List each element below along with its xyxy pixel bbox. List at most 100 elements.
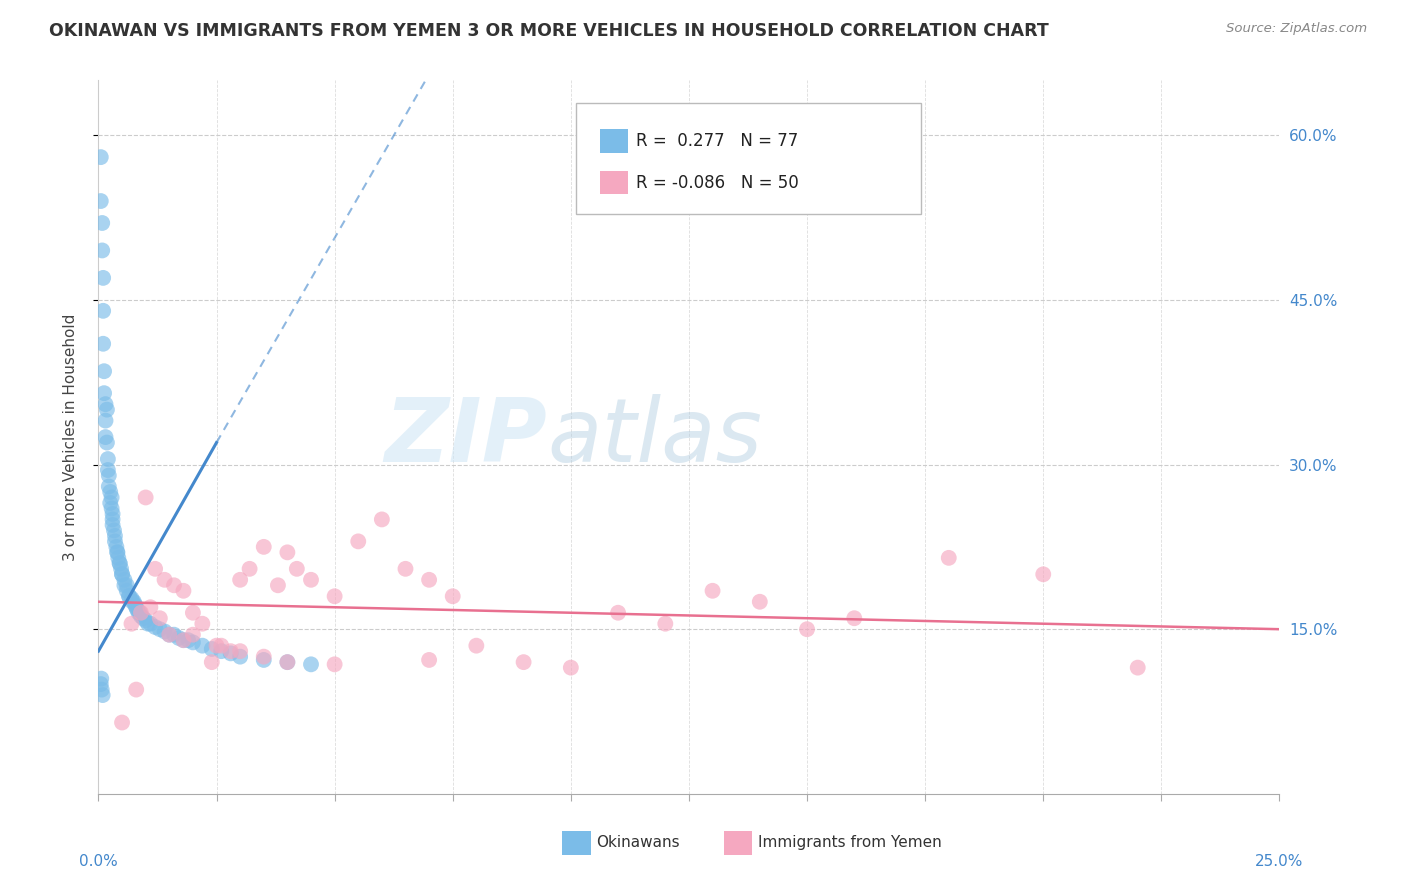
Point (135, 614, 157, 628)
Point (91, 271, 114, 285)
Point (209, 644, 232, 658)
Point (97, 479, 120, 493)
Point (129, 606, 152, 620)
Point (91, 688, 114, 702)
Point (118, 589, 141, 603)
Point (239, 562, 262, 576)
Point (90, 194, 112, 208)
Point (253, 540, 276, 554)
Point (172, 633, 194, 648)
Point (91, 336, 114, 351)
Point (135, 491, 157, 505)
Point (100, 501, 122, 516)
Point (90, 682, 112, 697)
Point (285, 562, 308, 576)
Point (101, 512, 124, 526)
Point (121, 616, 143, 631)
Point (107, 550, 129, 565)
Point (441, 589, 464, 603)
Point (172, 583, 194, 598)
Point (104, 529, 127, 543)
Point (90, 150, 112, 164)
Point (181, 606, 204, 620)
Point (229, 644, 252, 658)
Point (157, 628, 180, 642)
Point (654, 616, 676, 631)
Point (465, 639, 488, 653)
Point (418, 573, 440, 587)
Point (129, 606, 152, 620)
Point (90, 677, 112, 691)
Point (115, 578, 138, 592)
Point (90, 672, 112, 686)
Point (149, 622, 172, 636)
Point (276, 545, 298, 559)
Point (276, 655, 298, 669)
Point (121, 595, 143, 609)
Point (94, 430, 117, 444)
Point (163, 578, 186, 592)
Point (560, 660, 582, 674)
Point (607, 606, 630, 620)
Point (299, 657, 322, 672)
Point (132, 611, 155, 625)
Point (702, 583, 724, 598)
Point (111, 567, 134, 582)
Point (104, 534, 127, 549)
Point (98, 485, 121, 500)
Point (105, 545, 128, 559)
Point (98, 496, 121, 510)
Point (97, 452, 120, 467)
Point (139, 600, 162, 615)
Point (267, 578, 290, 592)
Point (111, 567, 134, 582)
Point (748, 595, 770, 609)
Point (129, 609, 152, 624)
Point (844, 611, 866, 625)
Point (124, 598, 146, 612)
Point (111, 715, 134, 730)
Point (1126, 660, 1149, 674)
Text: R =  0.277   N = 77: R = 0.277 N = 77 (636, 132, 797, 150)
Point (253, 649, 276, 664)
Point (128, 606, 150, 620)
Point (219, 646, 242, 660)
Point (219, 644, 242, 658)
Point (201, 642, 224, 657)
Point (96, 435, 118, 450)
Point (347, 534, 370, 549)
Text: Okinawans: Okinawans (596, 836, 679, 850)
Point (136, 616, 159, 631)
Point (97, 468, 120, 483)
Point (122, 595, 145, 609)
Text: Source: ZipAtlas.com: Source: ZipAtlas.com (1226, 22, 1367, 36)
Point (191, 616, 214, 631)
Y-axis label: 3 or more Vehicles in Household: 3 or more Vehicles in Household (63, 313, 77, 561)
Point (177, 633, 200, 648)
Point (181, 628, 204, 642)
Text: OKINAWAN VS IMMIGRANTS FROM YEMEN 3 OR MORE VEHICLES IN HOUSEHOLD CORRELATION CH: OKINAWAN VS IMMIGRANTS FROM YEMEN 3 OR M… (49, 22, 1049, 40)
Point (191, 639, 214, 653)
Point (125, 682, 148, 697)
Point (229, 649, 252, 664)
Point (205, 639, 228, 653)
Text: atlas: atlas (547, 394, 762, 480)
Point (512, 655, 534, 669)
Point (253, 653, 276, 667)
Point (394, 562, 416, 576)
Point (93, 386, 115, 401)
Point (172, 633, 194, 648)
Point (101, 507, 124, 521)
Point (149, 611, 172, 625)
Text: Immigrants from Yemen: Immigrants from Yemen (758, 836, 942, 850)
Point (94, 414, 117, 428)
Point (91, 216, 114, 230)
Point (167, 631, 190, 645)
Point (181, 635, 204, 649)
Point (108, 557, 131, 571)
Point (94, 397, 117, 411)
Point (163, 628, 186, 642)
Point (105, 545, 128, 559)
Point (153, 573, 176, 587)
Point (229, 573, 252, 587)
